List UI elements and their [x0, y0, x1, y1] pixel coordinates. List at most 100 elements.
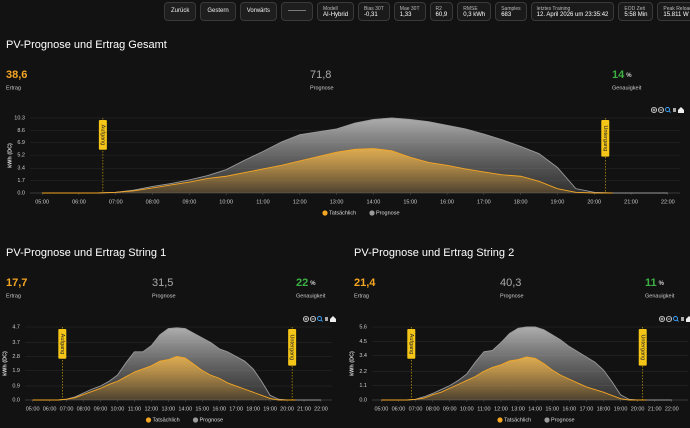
zoom-out-icon: [666, 315, 673, 322]
x-tick-label: 06:00: [72, 199, 86, 205]
info-label: Bias 30T: [364, 5, 384, 12]
annotation-box: [288, 329, 297, 366]
x-tick-label: 16:00: [562, 406, 576, 412]
annotation-label: Aufgang: [99, 125, 105, 146]
y-tick-label: 1.7: [17, 178, 25, 184]
stat-number: 17,7: [6, 277, 27, 289]
legend-label: Tatsächlich: [329, 210, 356, 216]
info-label: Mae 30T: [399, 5, 420, 12]
x-tick-label: 19:00: [263, 406, 277, 412]
zoom-out-icon: [309, 315, 316, 322]
x-tick-label: 21:00: [297, 406, 311, 412]
y-tick-label: 4.7: [12, 324, 20, 330]
stat-number: 40,3: [500, 277, 521, 289]
nav-button[interactable]: Vorwärts: [239, 2, 278, 21]
stat-number: 21,4: [354, 277, 376, 289]
x-tick-label: 11:00: [477, 406, 490, 412]
stat-label: Genauigkeit: [612, 85, 642, 91]
y-axis-label: kWh (DC): [2, 351, 8, 376]
y-tick-label: 6.9: [17, 140, 25, 146]
y-tick-label: 5.2: [17, 153, 25, 159]
x-tick-label: 10:00: [219, 199, 233, 205]
line: [42, 117, 668, 194]
info-value: -0,31: [364, 11, 378, 18]
y-tick-label: 0.9: [12, 383, 20, 389]
x-tick-label: 06:00: [392, 406, 406, 412]
zoom-in-glyph: [660, 317, 664, 321]
stat-number: 71,8: [310, 69, 331, 81]
nav-button[interactable]: Zurück: [164, 2, 197, 21]
stat-label: Ertrag: [6, 293, 21, 299]
info-value: 0,3 kWh: [463, 11, 486, 18]
stat-value: 14%: [612, 69, 632, 81]
x-tick-label: 14:00: [528, 406, 542, 412]
home-icon: [330, 316, 336, 322]
chart-panel: PV-Prognose und Ertrag Gesamt 38,6 Ertrag 7…: [6, 39, 684, 216]
legend-label: Prognose: [551, 417, 575, 423]
zoom-in-icon: [302, 315, 309, 322]
top-bar: Zurück Gestern Vorwärts ——— Modell AI-Hybrid B…: [164, 2, 690, 21]
annotation-label: Aufgang: [59, 334, 65, 355]
y-tick-label: 2.8: [12, 354, 20, 360]
x-tick-label: 07:00: [409, 406, 423, 412]
x-tick-label: 19:00: [614, 406, 628, 412]
stat-label: Prognose: [152, 293, 176, 299]
x-tick-label: 12:00: [293, 199, 307, 205]
x-tick-label: 05:00: [35, 199, 49, 205]
x-tick-label: 12:00: [494, 406, 508, 412]
x-tick-label: 05:00: [26, 406, 40, 412]
y-tick-label: 0.0: [12, 397, 20, 403]
line: [32, 327, 321, 401]
x-tick-label: 11:00: [128, 406, 141, 412]
x-tick-label: 21:00: [624, 199, 638, 205]
line: [381, 326, 672, 401]
y-axis-label: kWh (DC): [7, 143, 13, 168]
stat-label: Ertrag: [6, 85, 21, 91]
info-label: RMSE: [463, 5, 478, 12]
stat-label: Prognose: [500, 293, 524, 299]
nav-button[interactable]: ———: [281, 2, 314, 21]
x-tick-label: 14:00: [367, 199, 381, 205]
info-label: R2: [435, 5, 442, 12]
info-label: letztes Training: [536, 5, 571, 12]
y-tick-label: 10.3: [14, 115, 25, 121]
x-tick-label: 08:00: [146, 199, 160, 205]
stat-value: 21,4: [354, 277, 376, 289]
info-label: EOD Zeit: [624, 5, 645, 12]
info-box: EOD Zeit 5:58 Min: [618, 2, 654, 21]
legend-swatch: [369, 210, 375, 216]
x-tick-label: 18:00: [246, 406, 260, 412]
x-tick-label: 22:00: [661, 199, 675, 205]
line: [42, 148, 613, 194]
info-value: 5:58 Min: [624, 11, 648, 18]
legend-label: Tatsächlich: [504, 417, 531, 423]
x-tick-label: 20:00: [280, 406, 294, 412]
info-value: 683: [501, 11, 512, 18]
x-tick-label: 19:00: [551, 199, 565, 205]
x-tick-label: 10:00: [111, 406, 125, 412]
stat-value: 38,6: [6, 69, 27, 81]
stat-number: 31,5: [152, 277, 173, 289]
stat-unit: %: [310, 281, 316, 287]
stat-label: Ertrag: [354, 293, 369, 299]
stat-number: 22: [296, 277, 308, 289]
x-tick-label: 15:00: [403, 199, 417, 205]
legend-swatch: [497, 417, 503, 423]
x-tick-label: 11:00: [256, 199, 269, 205]
info-label: Peak Reload: [663, 5, 690, 12]
x-tick-label: 22:00: [314, 406, 328, 412]
legend-swatch: [544, 417, 550, 423]
x-tick-label: 15:00: [545, 406, 559, 412]
info-box: Modell AI-Hybrid: [317, 2, 355, 21]
y-tick-label: 0.0: [359, 397, 367, 403]
stat-value: 40,3: [500, 277, 521, 289]
zoom-out-icon: [658, 107, 665, 114]
annotation-label: Untergang: [639, 334, 645, 360]
nav-button[interactable]: Gestern: [200, 2, 236, 21]
stat-value: 71,8: [310, 69, 331, 81]
x-tick-label: 17:00: [579, 406, 593, 412]
info-box: Mae 30T 1,33: [393, 2, 426, 21]
x-tick-label: 16:00: [440, 199, 454, 205]
x-tick-label: 20:00: [631, 406, 645, 412]
zoom-in-glyph: [304, 317, 308, 321]
